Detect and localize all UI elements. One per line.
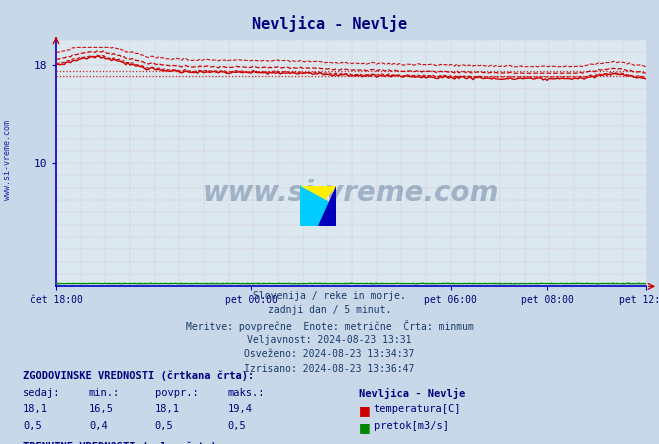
Text: Nevljica - Nevlje: Nevljica - Nevlje [252,16,407,32]
Text: 0,5: 0,5 [227,421,246,432]
Polygon shape [318,186,336,226]
Text: min.:: min.: [89,388,120,398]
Text: Meritve: povprečne  Enote: metrične  Črta: minmum: Meritve: povprečne Enote: metrične Črta:… [186,320,473,332]
Text: 0,5: 0,5 [23,421,42,432]
Text: Osveženo: 2024-08-23 13:34:37: Osveženo: 2024-08-23 13:34:37 [244,349,415,360]
Polygon shape [300,186,336,226]
Text: Nevljica - Nevlje: Nevljica - Nevlje [359,388,465,399]
Text: 18,1: 18,1 [23,404,48,415]
Text: 18,1: 18,1 [155,404,180,415]
Text: zadnji dan / 5 minut.: zadnji dan / 5 minut. [268,305,391,316]
Text: Izrisano: 2024-08-23 13:36:47: Izrisano: 2024-08-23 13:36:47 [244,364,415,374]
Text: Slovenija / reke in morje.: Slovenija / reke in morje. [253,291,406,301]
Text: Veljavnost: 2024-08-23 13:31: Veljavnost: 2024-08-23 13:31 [247,335,412,345]
Text: ■: ■ [359,421,371,434]
Text: ZGODOVINSKE VREDNOSTI (črtkana črta):: ZGODOVINSKE VREDNOSTI (črtkana črta): [23,371,254,381]
Text: www.si-vreme.com: www.si-vreme.com [3,120,13,200]
Text: povpr.:: povpr.: [155,388,198,398]
Text: 0,5: 0,5 [155,421,173,432]
Text: temperatura[C]: temperatura[C] [374,404,461,415]
Text: TRENUTNE VREDNOSTI (polna črta):: TRENUTNE VREDNOSTI (polna črta): [23,441,223,444]
Text: 16,5: 16,5 [89,404,114,415]
Text: ■: ■ [359,404,371,417]
Text: 19,4: 19,4 [227,404,252,415]
Text: 0,4: 0,4 [89,421,107,432]
Text: www.si-vreme.com: www.si-vreme.com [203,179,499,207]
Text: pretok[m3/s]: pretok[m3/s] [374,421,449,432]
Polygon shape [300,186,336,226]
Text: maks.:: maks.: [227,388,265,398]
Text: sedaj:: sedaj: [23,388,61,398]
